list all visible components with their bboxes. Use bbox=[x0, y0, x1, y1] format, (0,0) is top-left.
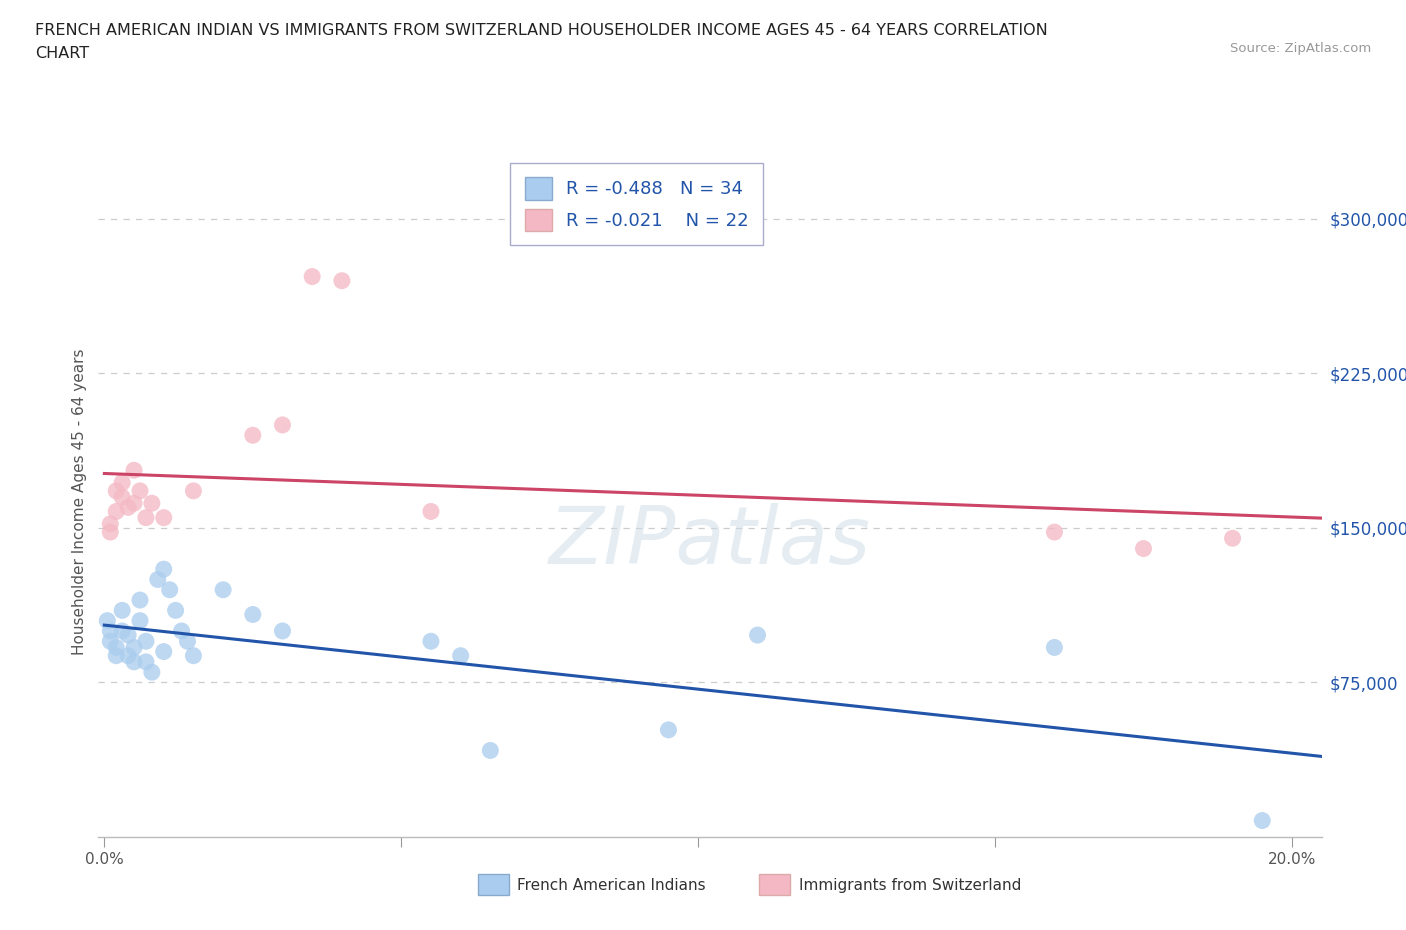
Point bbox=[271, 623, 294, 638]
Point bbox=[1043, 525, 1066, 539]
Point bbox=[183, 648, 205, 663]
Point bbox=[135, 655, 157, 670]
Point bbox=[105, 648, 128, 663]
Text: CHART: CHART bbox=[35, 46, 89, 61]
Point bbox=[122, 463, 145, 478]
Text: FRENCH AMERICAN INDIAN VS IMMIGRANTS FROM SWITZERLAND HOUSEHOLDER INCOME AGES 45: FRENCH AMERICAN INDIAN VS IMMIGRANTS FRO… bbox=[35, 23, 1047, 38]
Point bbox=[96, 613, 118, 628]
Point bbox=[183, 484, 205, 498]
Point bbox=[159, 582, 181, 597]
Point bbox=[98, 516, 121, 531]
Point bbox=[117, 500, 139, 515]
Point bbox=[135, 634, 157, 649]
Point bbox=[129, 613, 152, 628]
Point bbox=[98, 623, 121, 638]
Point bbox=[141, 665, 163, 680]
Y-axis label: Householder Income Ages 45 - 64 years: Householder Income Ages 45 - 64 years bbox=[72, 349, 87, 656]
Point bbox=[176, 634, 198, 649]
Text: Source: ZipAtlas.com: Source: ZipAtlas.com bbox=[1230, 42, 1371, 55]
Point bbox=[152, 511, 174, 525]
Point bbox=[105, 504, 128, 519]
Point bbox=[170, 623, 193, 638]
Point bbox=[747, 628, 769, 643]
Point bbox=[122, 655, 145, 670]
Point bbox=[105, 484, 128, 498]
Point bbox=[657, 723, 679, 737]
Point bbox=[420, 504, 443, 519]
Point bbox=[212, 582, 235, 597]
Point bbox=[98, 525, 121, 539]
Point bbox=[111, 623, 134, 638]
Text: ZIPatlas: ZIPatlas bbox=[548, 503, 872, 581]
Point bbox=[479, 743, 502, 758]
Point bbox=[146, 572, 169, 587]
Legend: R = -0.488   N = 34, R = -0.021    N = 22: R = -0.488 N = 34, R = -0.021 N = 22 bbox=[510, 163, 763, 245]
Point bbox=[330, 273, 353, 288]
Point bbox=[450, 648, 472, 663]
Point bbox=[152, 644, 174, 659]
Bar bbox=[478, 874, 509, 895]
Point bbox=[117, 628, 139, 643]
Point bbox=[129, 484, 152, 498]
Point bbox=[111, 489, 134, 504]
Point bbox=[165, 603, 187, 618]
Point bbox=[242, 607, 264, 622]
Point bbox=[122, 496, 145, 511]
Point bbox=[1132, 541, 1154, 556]
Point bbox=[152, 562, 174, 577]
Point bbox=[242, 428, 264, 443]
Point bbox=[105, 640, 128, 655]
Point bbox=[1043, 640, 1066, 655]
Text: Immigrants from Switzerland: Immigrants from Switzerland bbox=[799, 878, 1021, 893]
Text: French American Indians: French American Indians bbox=[517, 878, 706, 893]
Point bbox=[111, 603, 134, 618]
Point bbox=[420, 634, 443, 649]
Point bbox=[98, 634, 121, 649]
Point bbox=[1251, 813, 1274, 828]
Point bbox=[122, 640, 145, 655]
Point bbox=[111, 475, 134, 490]
Point bbox=[135, 511, 157, 525]
Point bbox=[271, 418, 294, 432]
Point bbox=[117, 648, 139, 663]
Point bbox=[301, 269, 323, 284]
Point bbox=[1222, 531, 1244, 546]
Point bbox=[129, 592, 152, 607]
Bar bbox=[759, 874, 790, 895]
Point bbox=[141, 496, 163, 511]
